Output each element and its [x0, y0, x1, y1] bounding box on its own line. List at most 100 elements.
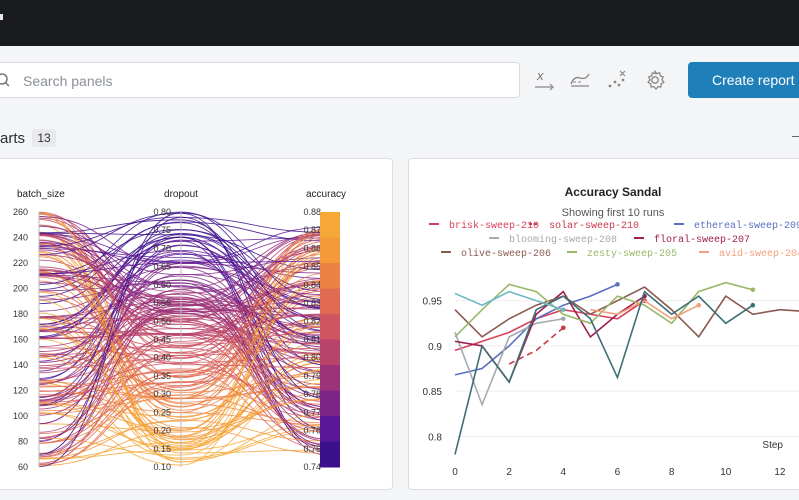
run-line	[38, 234, 327, 337]
tick-label-accuracy: 0.82	[303, 316, 321, 326]
run-line	[38, 236, 327, 388]
run-line	[38, 273, 327, 407]
colorbar-segment	[320, 288, 340, 315]
tick-label-batch_size: 260	[13, 207, 28, 217]
collapse-dash-icon[interactable]	[792, 136, 799, 137]
run-line	[38, 328, 327, 460]
legend-item: floral-sweep-207	[634, 234, 750, 246]
run-line	[38, 269, 327, 368]
run-line	[38, 245, 327, 443]
run-line	[38, 274, 327, 446]
run-line	[38, 253, 327, 379]
tick-label-accuracy: 0.83	[303, 298, 321, 308]
colorbar-segment	[320, 441, 340, 468]
tick-label-batch_size: 180	[13, 309, 28, 319]
legend-label: brisk-sweep-210	[449, 220, 539, 232]
tick-label-accuracy: 0.80	[303, 353, 321, 363]
series-end-point	[750, 302, 756, 308]
tick-label-accuracy: 0.88	[303, 207, 321, 217]
search-panels-box[interactable]	[0, 62, 520, 98]
search-input[interactable]	[21, 70, 505, 92]
legend-label: zesty-sweep-205	[587, 249, 677, 260]
tick-label-accuracy: 0.86	[303, 243, 321, 253]
x-tick-label: 8	[669, 467, 675, 478]
run-line	[38, 233, 327, 406]
tick-label-dropout: 0.65	[153, 262, 171, 272]
tick-label-batch_size: 200	[13, 284, 28, 294]
series-end-point	[561, 316, 566, 322]
settings-gear-icon[interactable]	[642, 67, 668, 93]
colorbar-segment	[320, 339, 340, 366]
colorbar-segment	[320, 416, 340, 442]
create-report-button[interactable]: Create report	[688, 62, 799, 98]
panel-count-badge: 13	[32, 129, 56, 147]
legend-label: olive-sweep-206	[461, 248, 551, 260]
top-nav-bar	[0, 0, 799, 46]
x-tick-label: 6	[615, 467, 621, 478]
tick-label-batch_size: 160	[13, 335, 28, 345]
tick-label-dropout: 0.40	[153, 353, 171, 363]
section-title[interactable]: arts	[0, 130, 26, 147]
accuracy-line-chart[interactable]: Accuracy Sandal Showing first 10 runs bris…	[405, 159, 799, 489]
tick-label-accuracy: 0.79	[303, 371, 321, 381]
nav-edge-mark	[0, 14, 3, 20]
tick-label-dropout: 0.75	[153, 225, 171, 235]
tick-label-accuracy: 0.78	[303, 389, 321, 399]
legend-label: avid-sweep-204	[719, 248, 799, 260]
tick-label-batch_size: 80	[18, 437, 28, 447]
x-tick-label: 4	[561, 467, 567, 478]
tick-label-batch_size: 120	[13, 386, 28, 396]
run-line	[38, 252, 327, 466]
series-end-point	[561, 325, 566, 331]
y-tick-label: 0.8	[428, 432, 442, 443]
axis-title-dropout: dropout	[164, 189, 198, 200]
x-axis-label: Step	[762, 440, 783, 451]
parallel-coordinates-panel[interactable]: batch_size dropout accuracy 260 240 220 200 180…	[0, 158, 393, 490]
tick-label-accuracy: 0.74	[303, 462, 321, 472]
tick-label-accuracy: 0.85	[303, 262, 321, 272]
run-line	[38, 280, 327, 425]
tick-label-dropout: 0.80	[153, 207, 171, 217]
run-line	[38, 228, 327, 434]
accuracy-line-panel[interactable]: Accuracy Sandal Showing first 10 runs bris…	[405, 158, 799, 490]
run-line	[38, 272, 327, 412]
x-tick-label: 0	[452, 467, 458, 478]
series-line	[590, 299, 700, 320]
parallel-coordinates-chart[interactable]: batch_size dropout accuracy 260 240 220 200 180…	[0, 159, 392, 489]
y-tick-label: 0.85	[423, 387, 443, 398]
legend-item: solar-sweep-210	[529, 220, 639, 232]
tick-label-accuracy: 0.87	[303, 225, 321, 235]
tick-label-accuracy: 0.76	[303, 426, 321, 436]
tick-label-dropout: 0.20	[153, 426, 171, 436]
legend-label: floral-sweep-207	[654, 234, 750, 246]
x-axis-icon[interactable]: x	[532, 67, 558, 93]
legend-item: avid-sweep-204	[699, 248, 799, 260]
outliers-icon[interactable]	[604, 67, 630, 93]
legend-item: zesty-sweep-205	[567, 249, 677, 260]
axis-title-accuracy: accuracy	[306, 189, 346, 200]
smoothing-icon[interactable]	[567, 67, 593, 93]
legend-item: ethereal-sweep-209	[674, 220, 799, 232]
y-tick-label: 0.9	[428, 342, 442, 353]
series-end-point	[750, 287, 756, 293]
tick-label-dropout: 0.45	[153, 335, 171, 345]
legend-label: solar-sweep-210	[549, 220, 639, 232]
series-line	[454, 286, 799, 339]
tick-label-dropout: 0.15	[153, 444, 171, 454]
colorbar-segment	[320, 314, 340, 340]
colorbar-segment	[320, 365, 340, 391]
run-line	[38, 211, 327, 346]
tick-label-dropout: 0.70	[153, 243, 171, 253]
colorbar-segment	[320, 390, 340, 417]
series-line	[454, 283, 618, 376]
chart-subtitle: Showing first 10 runs	[562, 207, 665, 219]
svg-text:x: x	[536, 68, 544, 83]
run-line	[38, 347, 327, 445]
colorbar-segment	[320, 212, 340, 238]
tick-label-dropout: 0.50	[153, 316, 171, 326]
tick-label-accuracy: 0.77	[303, 407, 321, 417]
tick-label-dropout: 0.60	[153, 280, 171, 290]
run-line	[38, 308, 327, 416]
run-line	[38, 291, 327, 454]
series-line	[454, 290, 564, 311]
